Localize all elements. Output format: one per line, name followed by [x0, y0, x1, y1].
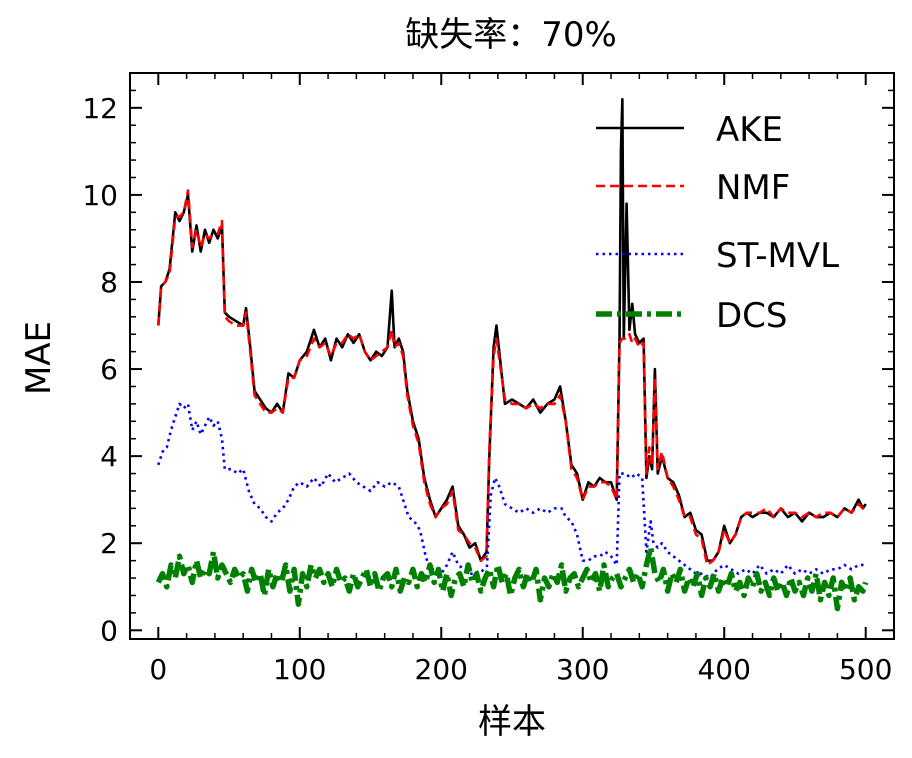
plot-area — [155, 97, 869, 612]
x-tick-label: 300 — [556, 653, 609, 686]
y-tick-label: 2 — [100, 527, 118, 560]
x-tick-label: 500 — [839, 653, 892, 686]
series-line-st-mvl — [157, 402, 866, 580]
y-axis-label: MAE — [19, 321, 59, 395]
x-axis-label: 样本 — [478, 702, 546, 742]
x-tick-label: 400 — [697, 653, 750, 686]
y-tick-label: 4 — [100, 440, 118, 473]
x-tick-label: 100 — [273, 653, 326, 686]
y-tick-label: 12 — [82, 92, 118, 125]
legend-label: NMF — [716, 168, 790, 208]
y-tick-label: 10 — [82, 179, 118, 212]
y-tick-label: 0 — [100, 614, 118, 647]
series-line-dcs — [155, 544, 869, 612]
legend: AKE NMF ST-MVL DCS — [596, 110, 839, 336]
x-tick-label: 200 — [415, 653, 468, 686]
legend-label: ST-MVL — [716, 236, 839, 276]
chart-title: 缺失率：70% — [405, 15, 617, 55]
legend-label: AKE — [716, 110, 783, 150]
series-line-nmf — [157, 189, 867, 567]
y-tick-label: 6 — [100, 353, 118, 386]
x-tick-label: 0 — [149, 653, 167, 686]
axis-ticks: 0 100 200 300 400 500 0 2 4 6 8 10 12 — [82, 73, 895, 686]
y-tick-label: 8 — [100, 266, 118, 299]
legend-label: DCS — [716, 296, 788, 336]
plot-frame — [129, 72, 895, 640]
